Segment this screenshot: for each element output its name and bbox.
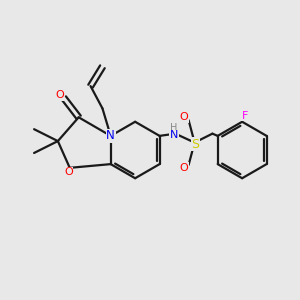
Text: N: N bbox=[106, 129, 115, 142]
Text: N: N bbox=[169, 130, 178, 140]
Text: O: O bbox=[64, 167, 73, 177]
Text: F: F bbox=[242, 111, 248, 121]
Text: O: O bbox=[180, 163, 189, 173]
Text: O: O bbox=[55, 90, 64, 100]
Text: S: S bbox=[191, 138, 199, 151]
Text: H: H bbox=[170, 123, 178, 133]
Text: O: O bbox=[180, 112, 189, 122]
